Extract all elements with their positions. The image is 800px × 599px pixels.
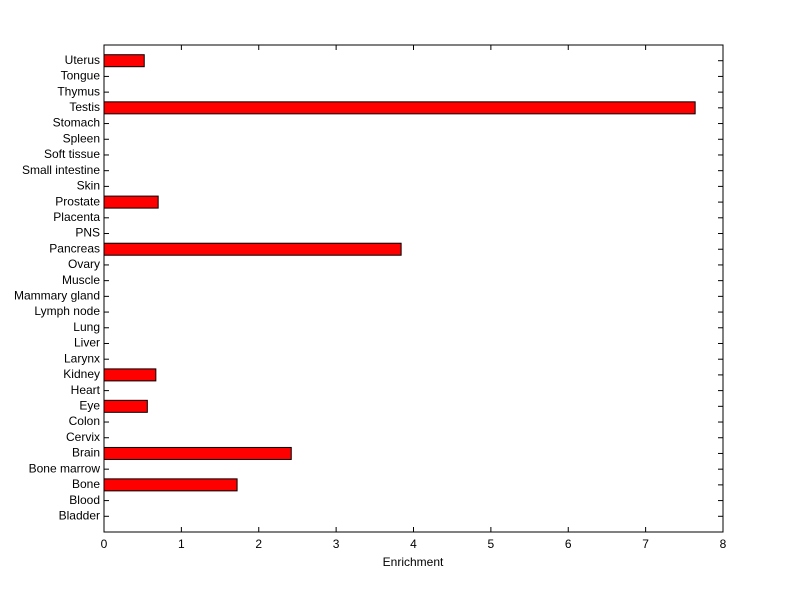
x-tick-label: 7 [642,537,649,551]
bar [103,399,148,413]
y-tick-label: Liver [74,336,100,350]
x-tick-label: 0 [101,537,108,551]
y-tick-label: Placenta [53,210,100,224]
x-tick-label: 4 [410,537,417,551]
bar [103,54,145,68]
y-tick-label: Spleen [63,131,100,145]
y-tick-label: Testis [69,100,100,114]
y-tick-label: Ovary [68,257,100,271]
y-tick-label: Lymph node [34,304,100,318]
y-tick-label: Bone [72,477,100,491]
y-tick-label: Blood [69,493,100,507]
x-axis-label: Enrichment [383,555,444,569]
x-tick-label: 3 [333,537,340,551]
y-tick-label: Heart [71,383,101,397]
y-tick-label: Bladder [59,508,100,522]
bar [103,101,696,115]
y-tick-label: Lung [73,320,100,334]
y-tick-label: Colon [69,414,100,428]
y-tick-label: Mammary gland [14,289,100,303]
x-tick-label: 1 [178,537,185,551]
y-tick-label: Small intestine [22,163,100,177]
y-tick-label: Bone marrow [29,461,101,475]
y-tick-label: Larynx [64,351,100,365]
x-tick-label: 5 [488,537,495,551]
y-tick-label: Muscle [62,273,100,287]
bar [103,368,157,382]
y-tick-label: Skin [77,179,100,193]
x-tick-label: 2 [255,537,262,551]
y-tick-label: Uterus [65,53,100,67]
y-tick-label: Thymus [57,84,100,98]
bar [103,195,159,209]
y-tick-label: Eye [79,398,100,412]
y-tick-label: Stomach [53,116,100,130]
y-tick-label: Kidney [63,367,100,381]
y-tick-label: Tongue [61,69,101,83]
x-tick-label: 6 [565,537,572,551]
y-tick-label: Prostate [55,194,100,208]
y-tick-label: PNS [75,226,100,240]
x-tick-label: 8 [720,537,727,551]
bar [103,446,292,460]
y-tick-label: Soft tissue [44,147,100,161]
y-tick-label: Brain [72,446,100,460]
bar [103,478,238,492]
y-tick-label: Pancreas [49,241,100,255]
y-tick-label: Cervix [66,430,100,444]
bar [103,242,402,256]
